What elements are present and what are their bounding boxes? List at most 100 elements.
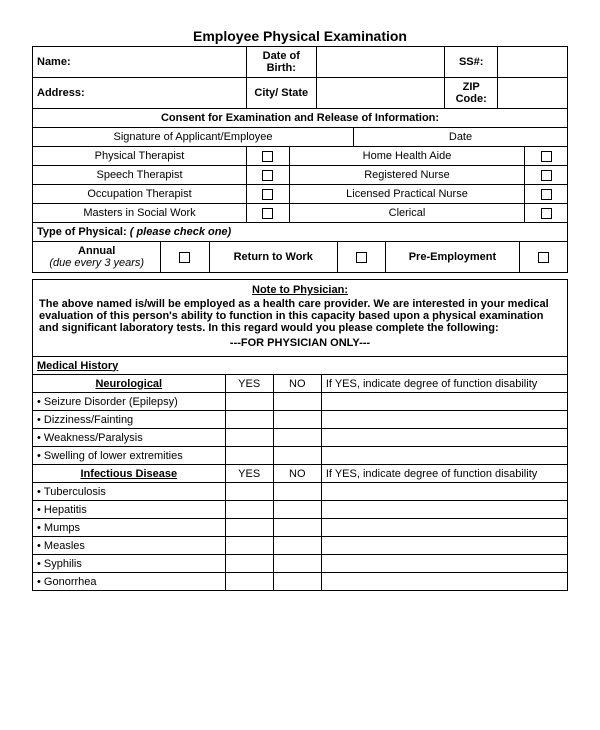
med-item-yes[interactable] [225,429,273,447]
note-to-physician-block: Note to Physician: The above named is/wi… [32,279,568,357]
med-col-ifyes: If YES, indicate degree of function disa… [321,465,567,483]
form-title: Employee Physical Examination [32,28,568,44]
checkbox-icon[interactable] [262,151,273,162]
checkbox-icon[interactable] [262,189,273,200]
med-item-label: Dizziness/Fainting [33,411,226,429]
med-item-detail[interactable] [321,501,567,519]
role-right-label: Registered Nurse [289,166,524,185]
med-item-no[interactable] [273,411,321,429]
med-item-detail[interactable] [321,555,567,573]
role-right-checkbox-cell[interactable] [525,147,568,166]
medical-history-table: Medical History NeurologicalYESNOIf YES,… [32,356,568,591]
role-left-checkbox-cell[interactable] [247,147,290,166]
checkbox-icon[interactable] [541,151,552,162]
med-item-no[interactable] [273,537,321,555]
med-item-yes[interactable] [225,411,273,429]
checkbox-icon[interactable] [541,189,552,200]
med-item-label: Hepatitis [33,501,226,519]
checkbox-icon[interactable] [262,208,273,219]
signature-label: Signature of Applicant/Employee [33,128,354,147]
role-left-label: Occupation Therapist [33,185,247,204]
med-item-detail[interactable] [321,393,567,411]
med-col-ifyes: If YES, indicate degree of function disa… [321,375,567,393]
physical-type-note: ( please check one) [130,226,232,238]
med-item-label: Mumps [33,519,226,537]
consent-heading: Consent for Examination and Release of I… [33,109,568,128]
name-label: Name: [33,47,247,78]
med-item-label: Gonorrhea [33,573,226,591]
physical-type-table: Type of Physical: ( please check one) An… [32,222,568,273]
city-state-label: City/ State [247,78,317,109]
med-item-yes[interactable] [225,501,273,519]
med-item-label: Swelling of lower extremities [33,447,226,465]
med-item-label: Tuberculosis [33,483,226,501]
city-state-value[interactable] [316,78,444,109]
med-item-yes[interactable] [225,555,273,573]
med-col-no: NO [273,375,321,393]
dob-label: Date of Birth: [247,47,317,78]
zip-label: ZIP Code: [444,78,498,109]
note-title: Note to Physician: [39,284,561,296]
checkbox-icon[interactable] [356,252,367,263]
physical-type-checkbox-cell[interactable] [161,242,209,273]
zip-value[interactable] [498,78,568,109]
med-item-yes[interactable] [225,483,273,501]
checkbox-icon[interactable] [538,252,549,263]
physical-type-checkbox-cell[interactable] [337,242,385,273]
role-left-checkbox-cell[interactable] [247,185,290,204]
physical-type-option: Pre-Employment [386,242,520,273]
role-right-checkbox-cell[interactable] [525,185,568,204]
role-right-label: Clerical [289,204,524,223]
role-left-label: Physical Therapist [33,147,247,166]
med-item-detail[interactable] [321,537,567,555]
med-item-detail[interactable] [321,573,567,591]
role-right-label: Licensed Practical Nurse [289,185,524,204]
physical-type-checkbox-cell[interactable] [519,242,567,273]
med-item-yes[interactable] [225,519,273,537]
consent-table: Consent for Examination and Release of I… [32,108,568,147]
med-item-yes[interactable] [225,393,273,411]
med-item-yes[interactable] [225,447,273,465]
med-item-no[interactable] [273,447,321,465]
med-item-detail[interactable] [321,411,567,429]
med-item-detail[interactable] [321,447,567,465]
med-item-no[interactable] [273,483,321,501]
med-item-detail[interactable] [321,519,567,537]
med-item-label: Measles [33,537,226,555]
med-item-yes[interactable] [225,537,273,555]
med-item-no[interactable] [273,501,321,519]
physician-only-label: ---FOR PHYSICIAN ONLY--- [39,337,561,349]
med-col-yes: YES [225,375,273,393]
physical-type-heading: Type of Physical: [37,226,127,238]
med-item-no[interactable] [273,393,321,411]
ss-value[interactable] [498,47,568,78]
med-item-no[interactable] [273,573,321,591]
note-body: The above named is/will be employed as a… [39,298,561,334]
address-label: Address: [33,78,247,109]
checkbox-icon[interactable] [541,208,552,219]
med-item-no[interactable] [273,429,321,447]
role-left-label: Speech Therapist [33,166,247,185]
medical-history-heading: Medical History [33,357,568,375]
checkbox-icon[interactable] [262,170,273,181]
physical-type-option: Annual(due every 3 years) [33,242,161,273]
med-item-label: Seizure Disorder (Epilepsy) [33,393,226,411]
med-item-detail[interactable] [321,483,567,501]
personal-info-table: Name: Date of Birth: SS#: Address: City/… [32,46,568,109]
role-right-checkbox-cell[interactable] [525,204,568,223]
role-left-label: Masters in Social Work [33,204,247,223]
med-col-yes: YES [225,465,273,483]
role-right-label: Home Health Aide [289,147,524,166]
role-left-checkbox-cell[interactable] [247,204,290,223]
role-left-checkbox-cell[interactable] [247,166,290,185]
med-section-heading: Infectious Disease [33,465,226,483]
dob-value[interactable] [316,47,444,78]
med-item-detail[interactable] [321,429,567,447]
role-right-checkbox-cell[interactable] [525,166,568,185]
checkbox-icon[interactable] [179,252,190,263]
checkbox-icon[interactable] [541,170,552,181]
med-item-yes[interactable] [225,573,273,591]
med-item-no[interactable] [273,519,321,537]
med-section-heading: Neurological [33,375,226,393]
med-item-no[interactable] [273,555,321,573]
